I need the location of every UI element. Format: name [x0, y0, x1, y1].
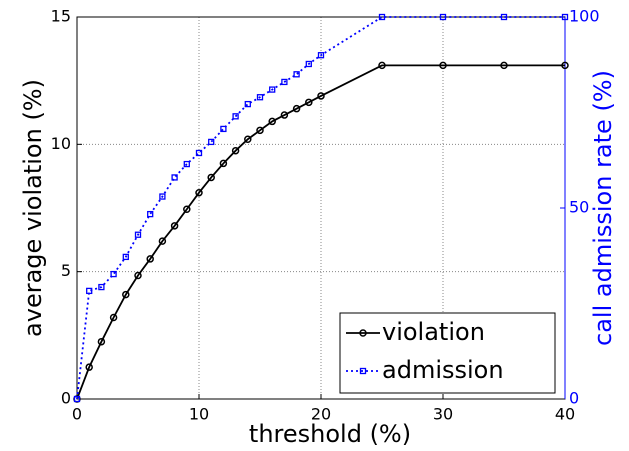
legend-marker: [359, 367, 367, 375]
marker: [244, 100, 251, 108]
marker: [73, 395, 81, 403]
marker: [85, 363, 93, 371]
marker: [439, 13, 447, 21]
marker: [561, 61, 569, 70]
marker: [219, 159, 228, 168]
marker: [208, 138, 215, 146]
marker: [97, 337, 106, 346]
x-tick-label: 30: [433, 405, 453, 424]
x-tick-label: 40: [555, 405, 575, 424]
marker: [500, 13, 508, 21]
legend-label: violation: [382, 318, 485, 346]
marker: [256, 94, 264, 101]
marker: [171, 174, 178, 181]
y-tick-label: 10: [51, 134, 71, 153]
marker: [500, 61, 508, 70]
marker: [317, 52, 325, 59]
marker: [269, 86, 276, 93]
marker: [207, 173, 215, 182]
marker: [561, 13, 569, 21]
y-tick-label: 15: [51, 7, 71, 26]
marker: [183, 160, 190, 168]
marker: [134, 271, 142, 280]
x-tick-label: 20: [311, 405, 331, 424]
marker: [220, 125, 227, 133]
y-tick-label: 0: [61, 389, 71, 408]
marker: [98, 283, 105, 291]
marker: [110, 270, 117, 278]
marker: [378, 61, 386, 70]
y2-tick-label: 0: [569, 389, 579, 408]
series-line: [76, 16, 565, 400]
marker: [170, 222, 179, 230]
series-line: [76, 64, 565, 400]
marker: [293, 71, 300, 78]
marker: [244, 135, 252, 143]
marker: [159, 193, 166, 200]
marker: [305, 60, 312, 68]
marker: [231, 146, 240, 155]
marker: [280, 111, 289, 119]
marker: [256, 126, 264, 135]
legend-label: admission: [382, 356, 504, 384]
marker: [281, 78, 288, 86]
y-tick-label: 5: [61, 261, 71, 280]
marker: [268, 117, 276, 126]
marker: [86, 287, 93, 295]
legend-marker: [359, 329, 367, 337]
marker: [146, 255, 154, 263]
marker: [134, 231, 142, 238]
marker: [122, 290, 130, 299]
marker: [305, 98, 313, 107]
marker: [439, 61, 447, 70]
x-tick-label: 0: [72, 405, 82, 424]
y2-tick-label: 100: [569, 7, 600, 26]
marker: [158, 237, 167, 245]
marker: [232, 113, 239, 120]
marker: [109, 313, 118, 322]
marker: [122, 253, 129, 261]
y-axis-label: average violation (%): [19, 79, 47, 337]
y2-tick-label: 50: [569, 198, 589, 217]
marker: [378, 13, 386, 21]
legend-box: [339, 312, 556, 394]
x-tick-label: 10: [189, 405, 209, 424]
marker: [317, 92, 325, 100]
marker: [183, 205, 191, 214]
marker: [147, 210, 154, 218]
x-axis-label: threshold (%): [249, 420, 411, 448]
y2-axis-label: call admission rate (%): [589, 70, 617, 346]
marker: [195, 188, 203, 197]
marker: [292, 104, 301, 113]
marker: [195, 149, 203, 157]
